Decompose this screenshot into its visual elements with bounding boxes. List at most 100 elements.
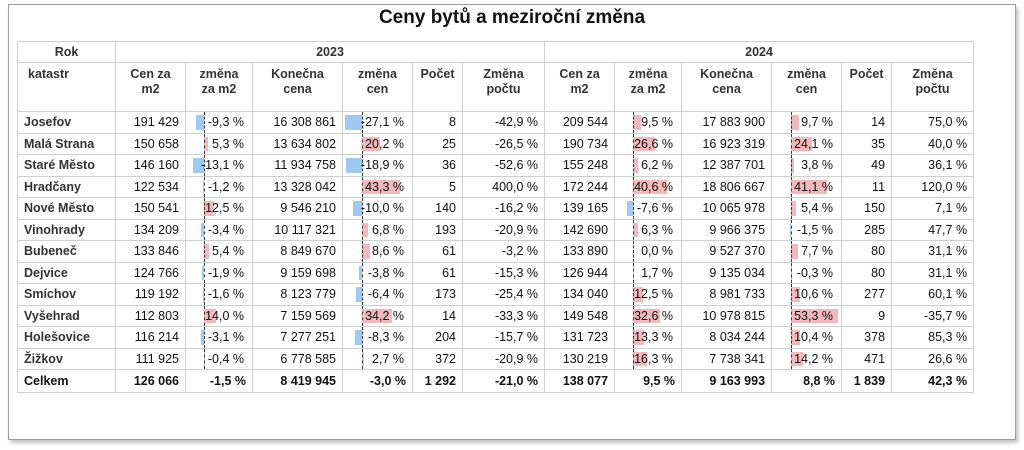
- change-bar: [202, 287, 204, 302]
- zmena-m2-cell: 0,0 %: [614, 240, 683, 263]
- change-value: -1,9 %: [207, 265, 244, 280]
- zero-axis-line: [633, 133, 635, 154]
- change-bar: [204, 244, 209, 259]
- zmena-m2-cell: 16,3 %: [614, 347, 683, 370]
- change-value: 12,5 %: [634, 287, 674, 302]
- zmena-poctu-cell: 26,6 %: [891, 347, 975, 370]
- zmena-m2-cell: -0,4 %: [185, 347, 253, 370]
- zero-axis-line: [362, 133, 363, 154]
- cena-m2-cell: 139 165: [544, 197, 616, 220]
- table-row: Hradčany 122 534 -1,2 % 13 328 042 43,3 % 5 40…: [17, 175, 975, 198]
- header-zmena-m2: změna za m2: [614, 62, 683, 112]
- zero-axis-line: [204, 284, 205, 305]
- zmena-cen-cell: 34,2 %: [342, 304, 413, 327]
- cena-m2-cell: 112 803: [115, 304, 186, 327]
- zmena-cen-cell: 8,6 %: [342, 240, 413, 263]
- change-bar: [204, 308, 216, 323]
- zero-axis-line: [633, 176, 635, 197]
- pocet-cell: 49: [841, 154, 893, 177]
- chart-card: Ceny bytů a meziroční změna Rok 2023 202…: [8, 4, 1016, 440]
- zero-axis-line: [791, 348, 793, 369]
- change-bar: [633, 287, 644, 302]
- change-value: 7,7 %: [801, 244, 834, 259]
- konecna-cena-cell: 9 135 034: [681, 261, 773, 284]
- zmena-cen-cell: 3,8 %: [771, 154, 843, 177]
- zmena-m2-cell: 40,6 %: [614, 175, 683, 198]
- change-bar: [202, 179, 204, 194]
- konecna-cena-cell: 13 328 042: [252, 175, 343, 198]
- change-bar: [633, 158, 639, 173]
- change-value: 16,3 %: [634, 351, 674, 366]
- table-row: Holešovice 116 214 -3,1 % 7 277 251 -8,3 % 20…: [17, 326, 975, 349]
- zero-axis-line: [791, 327, 793, 348]
- zero-axis-line: [204, 112, 205, 133]
- change-bar: [362, 136, 380, 151]
- zmena-poctu-cell: -33,3 %: [461, 304, 546, 327]
- district-name: Staré Město: [17, 154, 116, 177]
- konecna-cena-cell: 9 159 698: [252, 261, 343, 284]
- zmena-m2-cell: 32,6 %: [614, 304, 683, 327]
- zmena-cen-cell: 8,8 %: [771, 369, 843, 393]
- header-konecna-cena: Konečna cena: [252, 62, 343, 112]
- district-name: Smíchov: [17, 283, 116, 306]
- zmena-cen-cell: 53,3 %: [771, 304, 843, 327]
- cena-m2-cell: 133 890: [544, 240, 616, 263]
- zmena-poctu-cell: -15,3 %: [461, 261, 546, 284]
- zmena-poctu-cell: 47,7 %: [891, 218, 975, 241]
- cena-m2-cell: 155 248: [544, 154, 616, 177]
- zmena-cen-cell: 14,2 %: [771, 347, 843, 370]
- zmena-cen-cell: 43,3 %: [342, 175, 413, 198]
- change-bar: [362, 222, 368, 237]
- change-value: 34,2 %: [365, 308, 404, 323]
- change-bar: [204, 201, 215, 216]
- zmena-poctu-cell: -52,6 %: [461, 154, 546, 177]
- zero-axis-line: [362, 112, 363, 133]
- table-row: Vinohrady 134 209 -3,4 % 10 117 321 6,8 % 193…: [17, 218, 975, 241]
- total-row: Celkem 126 066 -1,5 % 8 419 945 -3,0 % 1 292-…: [17, 369, 975, 393]
- cena-m2-cell: 119 192: [115, 283, 186, 306]
- pocet-cell: 14: [841, 111, 893, 134]
- zmena-m2-cell: -3,1 %: [185, 326, 253, 349]
- header-zmena-m2: změna za m2: [185, 62, 253, 112]
- change-bar: [362, 351, 365, 366]
- zmena-poctu-cell: -20,9 %: [461, 218, 546, 241]
- change-bar: [791, 136, 813, 151]
- zmena-m2-cell: 9,5 %: [614, 111, 683, 134]
- change-bar: [356, 287, 362, 302]
- zmena-cen-cell: -10,0 %: [342, 197, 413, 220]
- zmena-cen-cell: -3,0 %: [342, 369, 413, 393]
- district-name: Celkem: [17, 369, 116, 393]
- zmena-m2-cell: 6,2 %: [614, 154, 683, 177]
- change-value: 41,1 %: [794, 179, 834, 194]
- pocet-cell: 14: [412, 304, 463, 327]
- change-value: 20,2 %: [365, 136, 404, 151]
- table-row: Bubeneč 133 846 5,4 % 8 849 670 8,6 % 61 -3,2 …: [17, 240, 975, 263]
- change-value: -8,3 %: [367, 330, 404, 345]
- price-table: Rok 2023 2024 katastr Cen za m2 změna za…: [17, 41, 975, 393]
- change-bar: [791, 115, 800, 130]
- district-name: Žižkov: [17, 347, 116, 370]
- change-bar: [345, 158, 362, 173]
- konecna-cena-cell: 10 117 321: [252, 218, 343, 241]
- zmena-poctu-cell: -35,7 %: [891, 304, 975, 327]
- table-row: Malá Strana 150 658 5,3 % 13 634 802 20,2 % 2…: [17, 132, 975, 155]
- pocet-cell: 285: [841, 218, 893, 241]
- table-row: Vyšehrad 112 803 14,0 % 7 159 569 34,2 % 14 -3…: [17, 304, 975, 327]
- zmena-cen-cell: -18,9 %: [342, 154, 413, 177]
- konecna-cena-cell: 9 163 993: [681, 369, 773, 393]
- header-year-2023: 2023: [114, 41, 546, 63]
- zmena-m2-cell: -1,2 %: [185, 175, 253, 198]
- district-name: Nové Město: [17, 197, 116, 220]
- zero-axis-line: [633, 112, 635, 133]
- table-row: Nové Město 150 541 12,5 % 9 546 210 -10,0 % 1…: [17, 197, 975, 220]
- change-bar: [626, 201, 634, 216]
- zmena-cen-cell: 10,4 %: [771, 326, 843, 349]
- cena-m2-cell: 116 214: [115, 326, 186, 349]
- konecna-cena-cell: 9 966 375: [681, 218, 773, 241]
- zero-axis-line: [204, 241, 205, 262]
- change-value: 10,4 %: [794, 330, 834, 345]
- zmena-poctu-cell: 85,3 %: [891, 326, 975, 349]
- change-value: 0,0 %: [641, 244, 674, 259]
- change-value: 32,6 %: [634, 308, 674, 323]
- district-name: Vinohrady: [17, 218, 116, 241]
